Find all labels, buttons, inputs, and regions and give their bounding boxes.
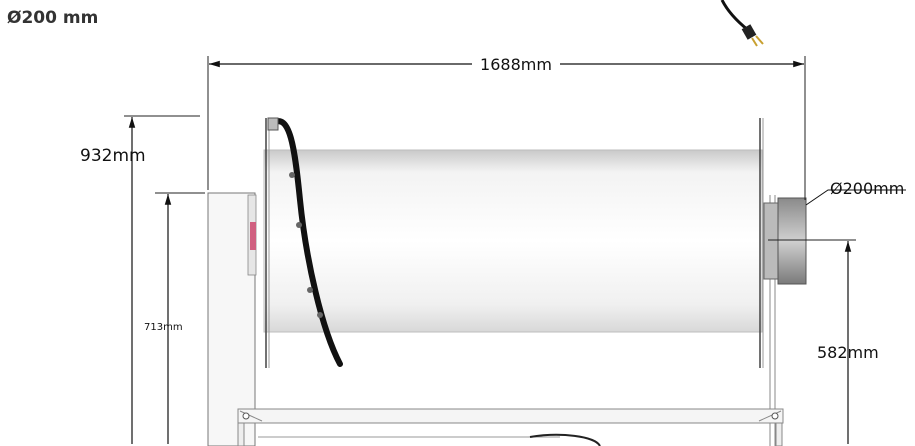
- dim-frame-height: 713mm: [144, 192, 205, 444]
- dim-overall-length: 1688mm: [207, 55, 806, 200]
- overall-height-label: 932mm: [80, 146, 146, 166]
- outlet-height-label: 582mm: [817, 343, 879, 362]
- outlet-diameter-label: Ø200mm: [830, 179, 904, 198]
- dim-outlet-diameter: Ø200mm: [805, 179, 906, 206]
- frame-height-label: 713mm: [144, 322, 183, 333]
- dim-overall-height: 932mm: [80, 115, 200, 444]
- outlet-hub: [763, 197, 807, 285]
- left-frame: [207, 192, 257, 446]
- power-plug-icon: [720, 0, 764, 47]
- page-heading: Ø200 mm: [7, 8, 99, 28]
- overall-length-label: 1688mm: [480, 55, 552, 74]
- drum: [263, 118, 764, 368]
- base-frame: [237, 408, 784, 446]
- hose: [267, 117, 343, 367]
- dim-outlet-height: 582mm: [768, 239, 879, 444]
